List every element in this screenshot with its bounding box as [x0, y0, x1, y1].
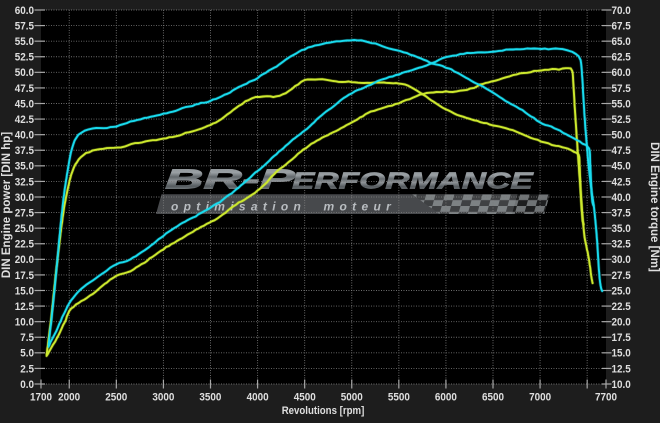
svg-text:60.0: 60.0 [612, 68, 631, 80]
svg-text:10.0: 10.0 [15, 317, 34, 329]
svg-text:17.5: 17.5 [15, 270, 34, 282]
svg-text:5000: 5000 [341, 392, 363, 404]
svg-text:32.5: 32.5 [612, 239, 631, 251]
svg-text:45.0: 45.0 [612, 161, 631, 173]
svg-text:Revolutions [rpm]: Revolutions [rpm] [282, 404, 365, 417]
svg-text:optimisation moteur: optimisation moteur [171, 200, 395, 214]
svg-text:ERFORMANCE: ERFORMANCE [292, 168, 535, 194]
svg-text:20.0: 20.0 [612, 317, 631, 329]
svg-text:47.5: 47.5 [612, 146, 631, 158]
svg-text:5.0: 5.0 [20, 348, 34, 360]
svg-text:0.0: 0.0 [20, 379, 34, 391]
svg-text:6500: 6500 [482, 392, 504, 404]
svg-text:37.5: 37.5 [15, 146, 34, 158]
svg-text:1700: 1700 [30, 392, 52, 404]
svg-text:15.0: 15.0 [15, 286, 34, 298]
svg-text:55.0: 55.0 [15, 37, 34, 49]
svg-text:5500: 5500 [388, 392, 410, 404]
svg-text:40.0: 40.0 [612, 192, 631, 204]
svg-text:7.5: 7.5 [20, 333, 34, 345]
svg-text:52.5: 52.5 [15, 52, 34, 64]
svg-text:27.5: 27.5 [612, 270, 631, 282]
svg-text:35.0: 35.0 [612, 224, 631, 236]
svg-text:62.5: 62.5 [612, 52, 631, 64]
svg-text:45.0: 45.0 [15, 99, 34, 111]
svg-text:17.5: 17.5 [612, 333, 631, 345]
svg-text:57.5: 57.5 [15, 21, 34, 33]
svg-text:32.5: 32.5 [15, 177, 34, 189]
svg-text:15.0: 15.0 [612, 348, 631, 360]
svg-text:40.0: 40.0 [15, 130, 34, 142]
svg-text:35.0: 35.0 [15, 161, 34, 173]
svg-text:27.5: 27.5 [15, 208, 34, 220]
svg-text:50.0: 50.0 [612, 130, 631, 142]
svg-text:4000: 4000 [247, 392, 269, 404]
svg-text:70.0: 70.0 [612, 5, 631, 17]
svg-text:10.0: 10.0 [612, 379, 631, 391]
svg-text:30.0: 30.0 [612, 255, 631, 267]
svg-text:42.5: 42.5 [15, 115, 34, 127]
svg-text:55.0: 55.0 [612, 99, 631, 111]
svg-text:67.5: 67.5 [612, 21, 631, 33]
svg-text:42.5: 42.5 [612, 177, 631, 189]
svg-text:22.5: 22.5 [15, 239, 34, 251]
svg-text:DIN Engine torque [Nm]: DIN Engine torque [Nm] [648, 142, 660, 272]
svg-text:25.0: 25.0 [612, 286, 631, 298]
svg-text:60.0: 60.0 [15, 5, 34, 17]
svg-text:7000: 7000 [529, 392, 551, 404]
svg-text:30.0: 30.0 [15, 192, 34, 204]
svg-text:47.5: 47.5 [15, 83, 34, 95]
svg-text:2500: 2500 [105, 392, 127, 404]
svg-text:50.0: 50.0 [15, 68, 34, 80]
svg-text:52.5: 52.5 [612, 115, 631, 127]
svg-text:20.0: 20.0 [15, 255, 34, 267]
svg-text:37.5: 37.5 [612, 208, 631, 220]
svg-text:12.5: 12.5 [15, 302, 34, 314]
svg-text:3000: 3000 [152, 392, 174, 404]
svg-text:2000: 2000 [58, 392, 80, 404]
svg-text:3500: 3500 [199, 392, 221, 404]
svg-text:25.0: 25.0 [15, 224, 34, 236]
svg-text:DIN Engine power [DIN hp]: DIN Engine power [DIN hp] [1, 132, 13, 278]
svg-text:57.5: 57.5 [612, 83, 631, 95]
svg-text:65.0: 65.0 [612, 37, 631, 49]
svg-text:BR-P: BR-P [165, 164, 296, 195]
svg-text:4500: 4500 [294, 392, 316, 404]
svg-text:2.5: 2.5 [20, 364, 34, 376]
svg-text:7700: 7700 [595, 392, 617, 404]
svg-text:22.5: 22.5 [612, 302, 631, 314]
svg-text:12.5: 12.5 [612, 364, 631, 376]
svg-text:6000: 6000 [435, 392, 457, 404]
